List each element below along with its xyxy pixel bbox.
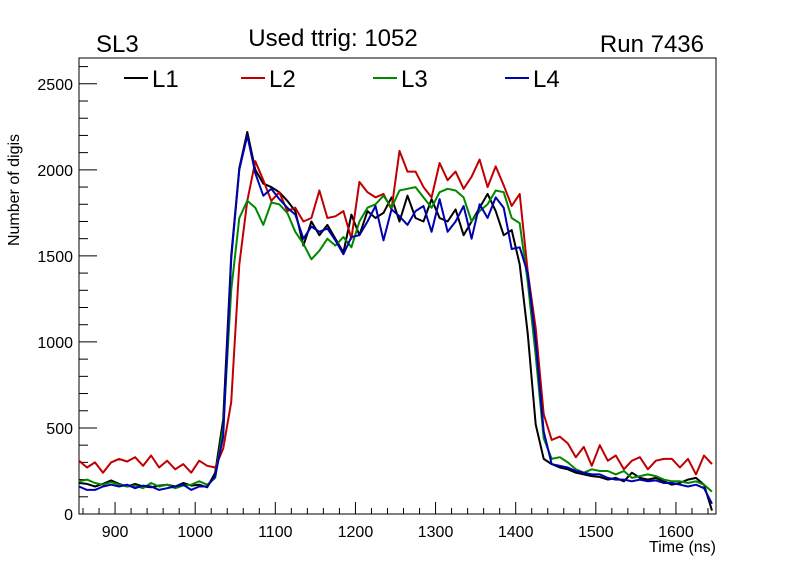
- x-tick-label: 1100: [258, 524, 293, 541]
- y-tick-label: 1500: [37, 249, 73, 266]
- x-tick-label: 1400: [498, 524, 534, 541]
- y-tick-label: 2000: [37, 163, 73, 180]
- legend-label-l3: L3: [401, 66, 428, 93]
- legend-label-l4: L4: [533, 66, 560, 93]
- left-label: SL3: [96, 31, 139, 58]
- series-line-l4: [78, 134, 713, 505]
- x-axis-label: Time (ns): [649, 539, 716, 556]
- y-tick-label: 500: [46, 421, 73, 438]
- right-label: Run 7436: [600, 31, 704, 58]
- x-tick-label: 1300: [418, 524, 454, 541]
- y-tick-label: 1000: [37, 335, 73, 352]
- x-tick-label: 900: [102, 524, 129, 541]
- legend-label-l2: L2: [269, 66, 296, 93]
- x-tick-label: 1600: [658, 524, 694, 541]
- legend: L1 L2 L3 L4: [124, 66, 560, 93]
- x-tick-label: 1500: [578, 524, 614, 541]
- chart-title: Used ttrig: 1052: [248, 25, 417, 52]
- x-tick-label: 1200: [338, 524, 374, 541]
- y-tick-label: 2500: [37, 77, 73, 94]
- plot-frame: [78, 57, 717, 515]
- plot-area: 900 1000 1100 1200 1300 1400 1500 1600 0 500 1000 1…: [37, 57, 717, 541]
- series-line-l2: [78, 149, 713, 476]
- x-tick-label: 1000: [177, 524, 213, 541]
- series-line-l1: [78, 131, 713, 511]
- y-axis-label: Number of digis: [6, 134, 23, 246]
- y-tick-label: 0: [64, 507, 73, 524]
- legend-label-l1: L1: [152, 66, 179, 93]
